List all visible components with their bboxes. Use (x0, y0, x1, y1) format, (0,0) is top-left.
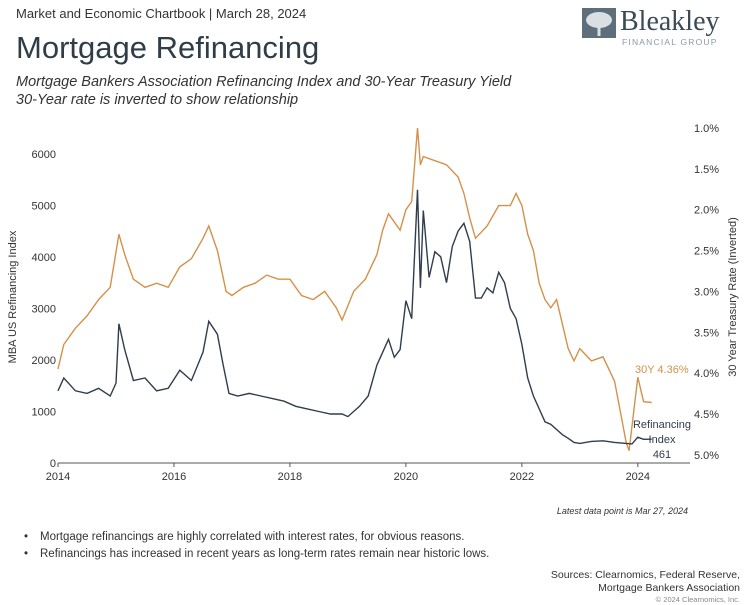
right-tick-label: 5.0% (694, 450, 719, 462)
x-tick-label: 2014 (46, 471, 70, 483)
x-tick-label: 2016 (162, 471, 186, 483)
latest-data-note: Latest data point is Mar 27, 2024 (556, 506, 688, 516)
refi-annotation-line-1: Refinancing (633, 419, 691, 431)
left-tick-label: 1000 (32, 406, 56, 418)
left-tick-label: 4000 (32, 252, 56, 264)
left-tick-label: 6000 (32, 149, 56, 161)
right-tick-label: 3.0% (694, 286, 719, 298)
left-tick-label: 5000 (32, 200, 56, 212)
left-axis-label: MBA US Refinancing Index (7, 230, 19, 363)
yield-annotation: 30Y 4.36% (635, 364, 689, 376)
copyright-text: © 2024 Clearnomics, Inc. (655, 595, 740, 604)
chart-subtitle: Mortgage Bankers Association Refinancing… (16, 73, 511, 109)
tree-icon (582, 8, 616, 38)
chartbook-header: Market and Economic Chartbook | March 28… (16, 6, 307, 21)
right-tick-label: 4.0% (694, 368, 719, 380)
right-axis-label: 30 Year Treasury Rate (Inverted) (727, 217, 739, 377)
logo-name: Bleakley (620, 6, 720, 37)
left-axis: 0 1000 2000 3000 4000 5000 6000 (32, 149, 56, 470)
x-tick-label: 2018 (278, 471, 302, 483)
sources-text: Sources: Clearnomics, Federal Reserve, M… (551, 569, 740, 595)
refi-annotation-line-3: 461 (653, 449, 671, 461)
x-tick-label: 2024 (626, 471, 650, 483)
x-axis: 2014 2016 2018 2020 2022 2024 (46, 463, 650, 483)
subtitle-line-2: 30-Year rate is inverted to show relatio… (16, 92, 299, 108)
refi-annotation-line-2: Index (649, 434, 676, 446)
sources-line-2: Mortgage Bankers Association (598, 582, 740, 594)
bullet-item: Refinancings has increased in recent yea… (24, 548, 489, 560)
subtitle-line-1: Mortgage Bankers Association Refinancing… (16, 74, 512, 90)
right-tick-label: 3.5% (694, 327, 719, 339)
left-tick-label: 3000 (32, 303, 56, 315)
logo-subtitle: FINANCIAL GROUP (622, 37, 718, 47)
right-tick-label: 2.5% (694, 246, 719, 258)
bullet-item: Mortgage refinancings are highly correla… (24, 531, 489, 543)
sources-line-1: Sources: Clearnomics, Federal Reserve, (550, 569, 740, 581)
left-tick-label: 2000 (32, 355, 56, 367)
page-title: Mortgage Refinancing (16, 30, 320, 65)
company-logo: Bleakley FINANCIAL GROUP (582, 6, 732, 50)
yield-series-line (57, 127, 652, 451)
right-tick-label: 2.0% (694, 205, 719, 217)
right-tick-label: 4.5% (694, 409, 719, 421)
bullet-list: Mortgage refinancings are highly correla… (24, 531, 489, 565)
right-axis: 1.0% 1.5% 2.0% 2.5% 3.0% 3.5% 4.0% 4.5% 5.0% (694, 123, 719, 462)
x-tick-label: 2022 (510, 471, 534, 483)
left-tick-label: 0 (50, 458, 56, 470)
right-tick-label: 1.5% (694, 164, 719, 176)
refi-series-line (57, 189, 652, 445)
right-tick-label: 1.0% (694, 123, 719, 135)
x-tick-label: 2020 (394, 471, 418, 483)
